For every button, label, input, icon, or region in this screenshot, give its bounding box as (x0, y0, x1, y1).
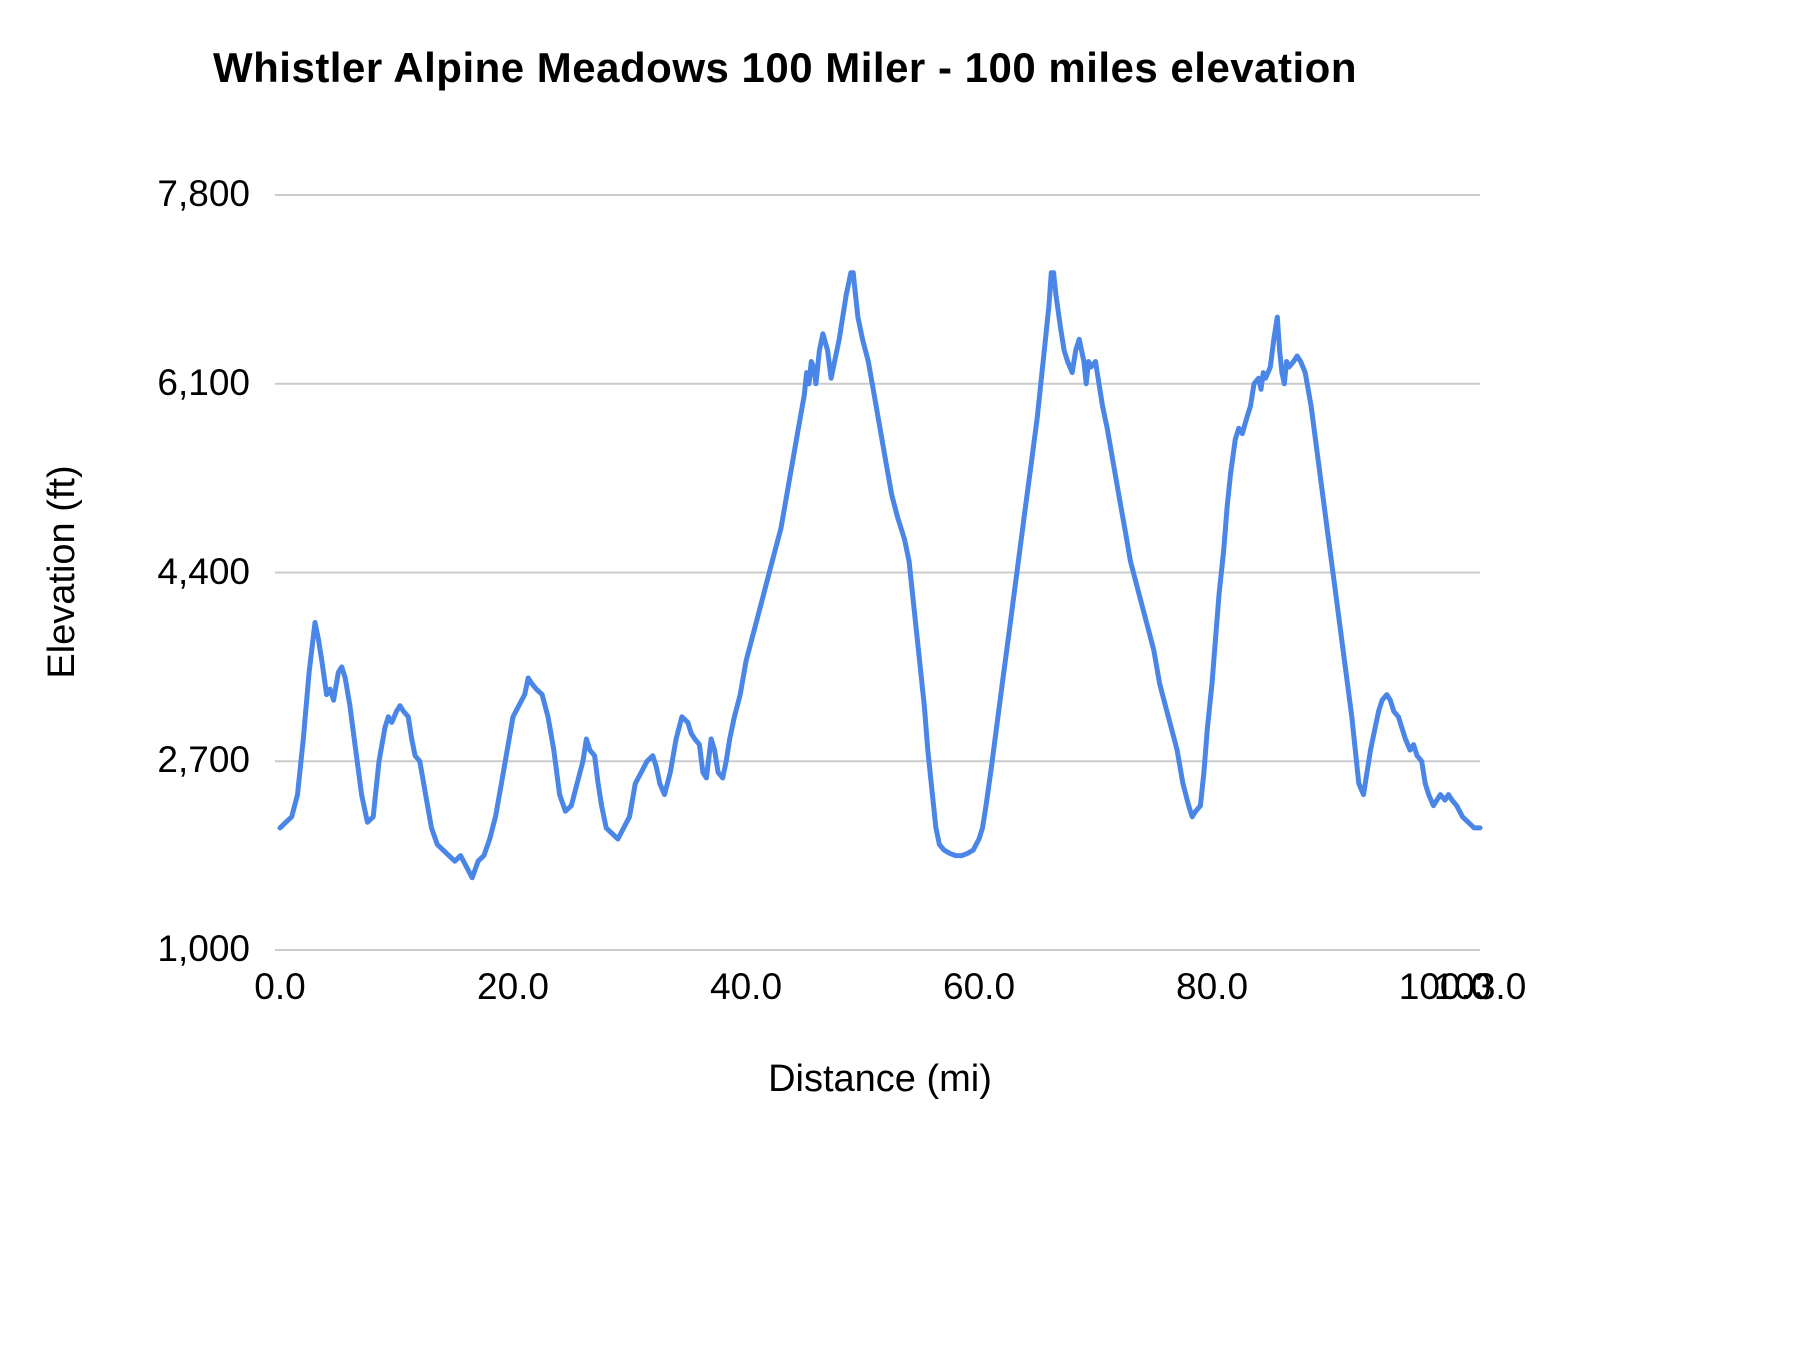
x-tick-label: 20.0 (476, 966, 550, 1007)
x-tick-label: 103.0 (1433, 966, 1527, 1007)
y-tick-label: 1,000 (157, 928, 250, 969)
chart-title: Whistler Alpine Meadows 100 Miler - 100 … (213, 44, 1357, 91)
y-tick-label: 2,700 (157, 739, 250, 781)
x-tick-label: 80.0 (1176, 966, 1249, 1007)
x-tick-label: 0.0 (254, 966, 306, 1007)
x-tick-label: 100.0 (1398, 966, 1492, 1007)
y-tick-label: 6,100 (157, 361, 250, 403)
x-tick-label: 40.0 (710, 966, 783, 1007)
x-axis-title: Distance (mi) (768, 1058, 992, 1100)
x-tick-label: 60.0 (943, 966, 1016, 1007)
y-tick-label: 7,800 (157, 173, 250, 214)
y-tick-label: 4,400 (157, 550, 250, 592)
